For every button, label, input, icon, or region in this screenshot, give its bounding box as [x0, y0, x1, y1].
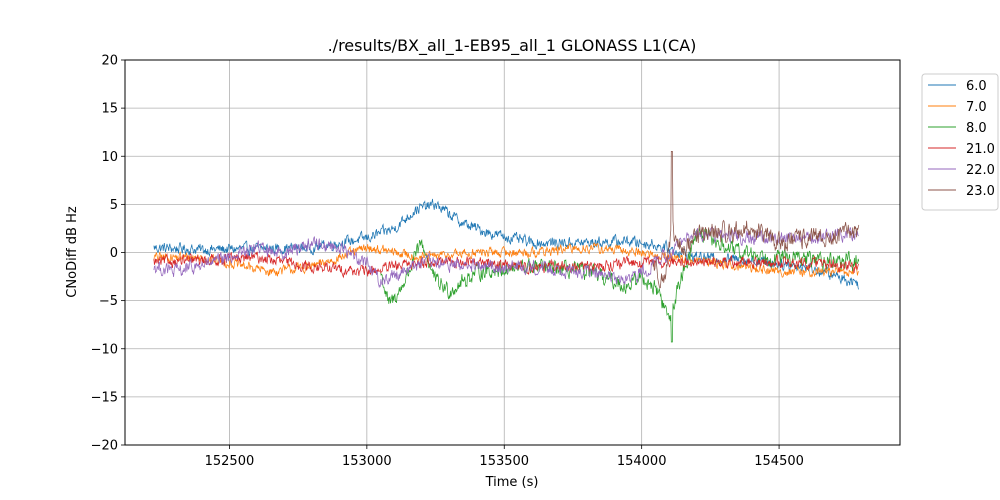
- legend-label: 21.0: [966, 142, 995, 157]
- x-tick-label: 153500: [479, 454, 529, 469]
- y-tick-label: 10: [101, 150, 118, 165]
- legend-box: [921, 73, 999, 211]
- legend-label: 6.0: [966, 79, 987, 94]
- legend-label: 7.0: [966, 100, 987, 115]
- series-line-23-0: [652, 151, 860, 289]
- y-tick-label: −5: [99, 294, 118, 309]
- x-tick-label: 152500: [205, 454, 255, 469]
- series-group: [153, 151, 860, 343]
- y-tick-label: −10: [91, 342, 118, 357]
- y-tick-label: 15: [101, 102, 118, 117]
- ticks: 152500 153000 153500 154000 154500 −20 −15 −10 −…: [91, 54, 804, 470]
- legend-label: 23.0: [966, 184, 995, 199]
- y-axis-label: CNoDiff dB Hz: [65, 206, 80, 298]
- legend-label: 22.0: [966, 163, 995, 178]
- series-line-22-0: [153, 225, 859, 289]
- y-tick-label: 20: [101, 54, 118, 69]
- chart-title: ./results/BX_all_1-EB95_all_1 GLONASS L1…: [328, 36, 697, 56]
- legend-label: 8.0: [966, 121, 987, 136]
- legend: 6.0 7.0 8.0 21.0 22.0 23.0: [921, 73, 999, 211]
- x-axis-label: Time (s): [485, 475, 539, 490]
- x-tick-label: 154000: [617, 454, 667, 469]
- y-tick-label: −15: [91, 390, 118, 405]
- series-line-21-0: [153, 251, 859, 279]
- y-tick-label: 0: [110, 246, 118, 261]
- x-tick-label: 153000: [342, 454, 392, 469]
- x-tick-label: 154500: [754, 454, 804, 469]
- series-line-7-0: [153, 242, 859, 278]
- y-tick-label: −20: [91, 439, 118, 454]
- y-tick-label: 5: [110, 198, 118, 213]
